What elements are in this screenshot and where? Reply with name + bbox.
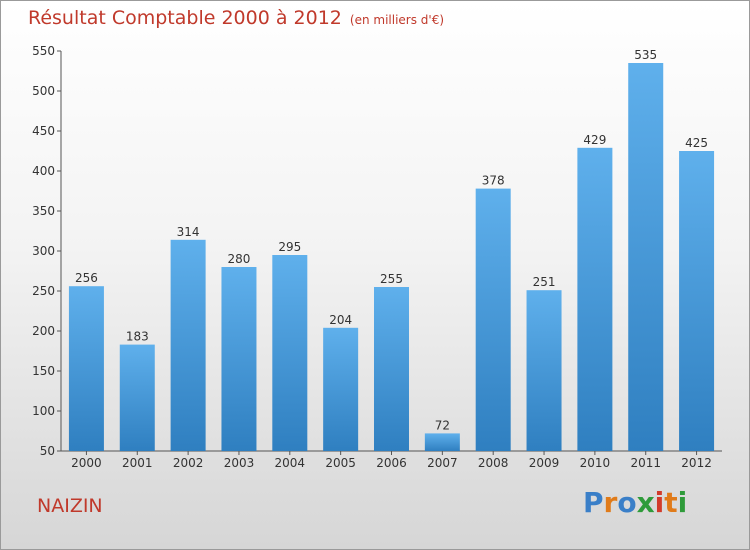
value-label: 204 bbox=[329, 313, 352, 327]
x-tick-label: 2008 bbox=[478, 456, 509, 470]
bar-2006 bbox=[374, 287, 409, 451]
bar-2001 bbox=[119, 344, 155, 451]
bar-2002 bbox=[170, 239, 206, 451]
value-label: 280 bbox=[228, 252, 251, 266]
x-tick-label: 2006 bbox=[376, 456, 407, 470]
bar-chart: 50 100 150 200 250 300 350 400 450 500 550 2000 2001… bbox=[32, 44, 722, 470]
bar-2009 bbox=[526, 290, 562, 451]
chart-title-text: Résultat Comptable 2000 à 2012 bbox=[28, 7, 342, 29]
value-label: 72 bbox=[435, 418, 450, 432]
value-label: 429 bbox=[583, 133, 606, 147]
value-label: 183 bbox=[126, 330, 149, 344]
y-tick-label: 550 bbox=[32, 44, 55, 58]
y-tick-label: 250 bbox=[32, 284, 55, 298]
y-tick-label: 200 bbox=[32, 324, 55, 338]
value-label: 295 bbox=[278, 240, 301, 254]
bar-2007 bbox=[424, 433, 460, 451]
commune-name: NAIZIN bbox=[37, 495, 103, 517]
x-tick-label: 2005 bbox=[325, 456, 356, 470]
y-tick-label: 150 bbox=[32, 364, 55, 378]
x-tick-label: 2010 bbox=[580, 456, 611, 470]
y-tick-label: 400 bbox=[32, 164, 55, 178]
value-label: 378 bbox=[482, 174, 505, 188]
chart-bars: 256 183 314 280 295 204 255 72 378 251 429 535 425 bbox=[68, 48, 715, 452]
value-label: 314 bbox=[177, 225, 200, 239]
y-tick-label: 450 bbox=[32, 124, 55, 138]
x-tick-label: 2009 bbox=[529, 456, 560, 470]
y-tick-label: 350 bbox=[32, 204, 55, 218]
x-tick-label: 2012 bbox=[681, 456, 712, 470]
value-label: 535 bbox=[634, 48, 657, 62]
x-tick-label: 2007 bbox=[427, 456, 458, 470]
bar-2005 bbox=[323, 327, 359, 451]
y-tick-label: 500 bbox=[32, 84, 55, 98]
bar-2003 bbox=[221, 267, 257, 451]
y-tick-label: 100 bbox=[32, 404, 55, 418]
chart-subtitle: (en milliers d'€) bbox=[349, 13, 445, 27]
x-tick-label: 2002 bbox=[173, 456, 204, 470]
value-label: 256 bbox=[75, 271, 98, 285]
bar-2000 bbox=[68, 286, 104, 451]
x-tick-label: 2004 bbox=[275, 456, 306, 470]
bar-2010 bbox=[577, 147, 613, 452]
value-label: 425 bbox=[685, 136, 708, 150]
bar-2008 bbox=[475, 188, 511, 451]
x-tick-label: 2003 bbox=[224, 456, 255, 470]
y-tick-label: 300 bbox=[32, 244, 55, 258]
x-tick-label: 2011 bbox=[630, 456, 661, 470]
x-tick-label: 2000 bbox=[71, 456, 102, 470]
x-tick-label: 2001 bbox=[122, 456, 153, 470]
y-tick-label: 50 bbox=[40, 444, 55, 458]
chart-title: Résultat Comptable 2000 à 2012 (en millie… bbox=[28, 7, 444, 29]
value-label: 251 bbox=[533, 275, 556, 289]
bar-2012 bbox=[679, 151, 715, 451]
value-label: 255 bbox=[380, 272, 403, 286]
proxiti-logo: Proxiti bbox=[583, 486, 688, 519]
bar-2004 bbox=[272, 255, 308, 451]
bar-2011 bbox=[628, 63, 664, 451]
